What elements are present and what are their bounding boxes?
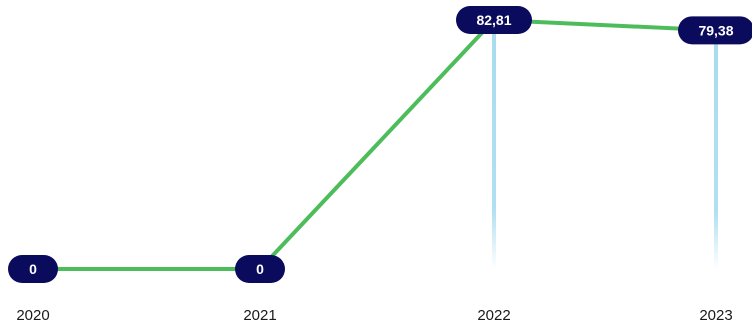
x-axis-ticks: 2020 2021 2022 2023: [16, 307, 732, 324]
x-tick-label-2020: 2020: [16, 307, 49, 324]
series-line-group: [31, 18, 718, 271]
value-label-2023: 79,38: [678, 16, 752, 45]
value-label-text: 79,38: [698, 22, 733, 38]
value-label-text: 0: [256, 261, 264, 277]
x-tick-label-2023: 2023: [699, 307, 732, 324]
value-label-pill: [456, 6, 532, 34]
value-label-2020: 0: [8, 255, 58, 283]
value-label-pill: [235, 255, 285, 283]
series-line: [31, 18, 718, 271]
x-tick-label-2021: 2021: [243, 307, 276, 324]
drop-line-2023: [714, 44, 718, 269]
value-label-pill: [678, 16, 752, 45]
value-label-pill: [8, 255, 58, 283]
value-label-text: 0: [29, 261, 37, 277]
drop-lines: [492, 34, 718, 269]
value-label-2022: 82,81: [456, 6, 532, 34]
x-tick-label-2022: 2022: [477, 307, 510, 324]
drop-line-2022: [492, 34, 496, 269]
value-labels: 0 0 82,81 79,38: [8, 6, 752, 283]
value-label-2021: 0: [235, 255, 285, 283]
value-label-text: 82,81: [476, 12, 511, 28]
